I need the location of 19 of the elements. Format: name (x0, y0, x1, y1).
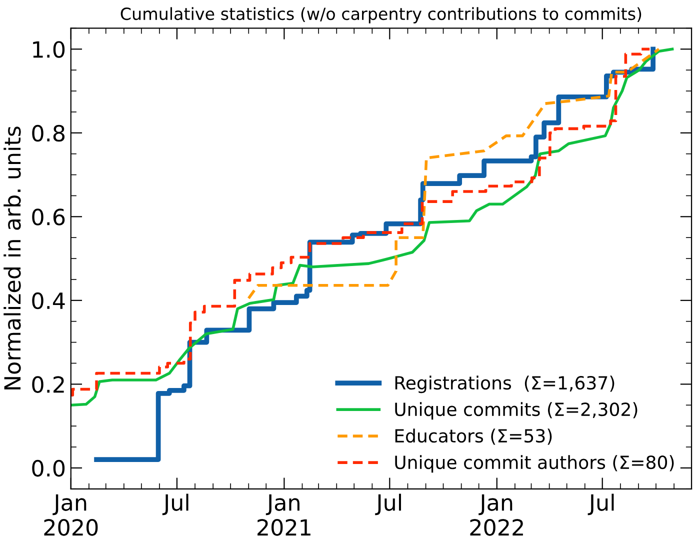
x-tick-label: Jan 2022 (470, 494, 523, 536)
legend-label: Educators (Σ=53) (395, 428, 552, 445)
x-tick-label: Jan 2021 (258, 494, 310, 536)
y-tick-label: 0.6 (32, 208, 65, 226)
legend-label: Registrations (Σ=1,637) (395, 376, 614, 394)
y-tick-label: 1.0 (33, 41, 65, 58)
legend-label: Unique commit authors (Σ=80) (395, 455, 674, 473)
legend-label: Unique commits (Σ=2,302) (395, 402, 638, 420)
x-tick-label: Jul (162, 494, 188, 516)
y-tick-label: 0.4 (32, 292, 65, 310)
line-series (247, 48, 660, 300)
x-tick-label: Jul (375, 494, 401, 516)
chart-title: Cumulative statistics (w/o carpentry contributions to commits) (120, 7, 642, 24)
y-axis-title: Normalized in arb. units (4, 126, 21, 390)
x-tick-label: Jan 2020 (44, 494, 98, 536)
y-tick-label: 0.0 (32, 460, 65, 477)
x-tick-label: Jul (588, 494, 614, 516)
y-tick-label: 0.8 (32, 124, 65, 142)
y-tick-label: 0.2 (32, 376, 64, 393)
